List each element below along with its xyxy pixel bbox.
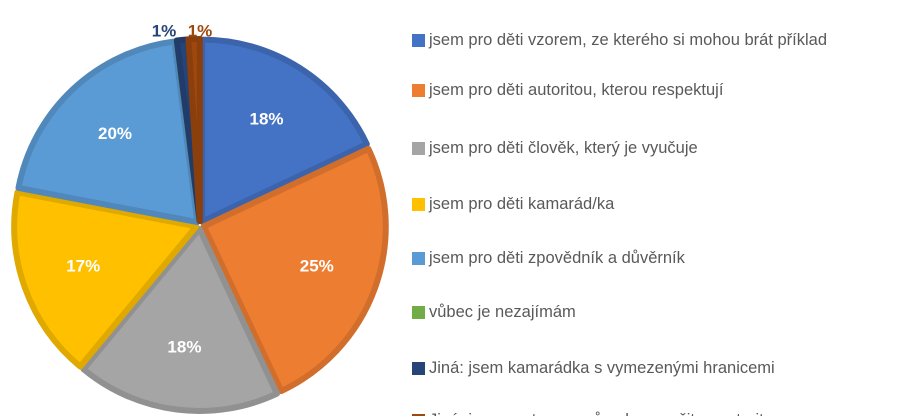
legend-label: jsem pro děti člověk, který je vyučuje bbox=[429, 139, 698, 157]
data-label: 18% bbox=[167, 338, 201, 357]
data-label: 25% bbox=[300, 257, 334, 276]
legend-swatch bbox=[412, 84, 425, 97]
legend-label: jsem pro děti autoritou, kterou respektu… bbox=[429, 81, 724, 99]
pie-slice bbox=[80, 225, 280, 414]
pie-slice bbox=[199, 36, 370, 225]
legend-swatch bbox=[412, 362, 425, 375]
data-label: 18% bbox=[249, 110, 283, 129]
legend-swatch bbox=[412, 252, 425, 265]
legend-swatch bbox=[412, 306, 425, 319]
legend-label: Jiná: jsem kamarádka s vymezenými hranic… bbox=[429, 359, 775, 377]
legend-swatch bbox=[412, 198, 425, 211]
legend-item: Jiná: jsem kamarádka s vymezenými hranic… bbox=[412, 356, 908, 380]
pie-slice bbox=[185, 36, 203, 225]
legend-label: jsem pro děti kamarád/ka bbox=[429, 195, 615, 213]
legend-item: jsem pro děti kamarád/ka bbox=[412, 192, 908, 216]
legend-item: vůbec je nezajímám bbox=[412, 300, 908, 324]
legend-swatch bbox=[412, 34, 425, 47]
legend-label: jsem pro děti vzorem, ze kterého si moho… bbox=[429, 31, 828, 49]
pie-slice bbox=[11, 189, 200, 370]
legend-swatch bbox=[412, 414, 425, 416]
legend-item: jsem pro děti vzorem, ze kterého si moho… bbox=[412, 28, 908, 52]
legend-label: jsem pro děti zpovědník a důvěrník bbox=[429, 249, 685, 267]
legend-item: jsem pro děti zpovědník a důvěrník bbox=[412, 246, 908, 270]
pie-slice bbox=[15, 38, 201, 226]
data-label: 1% bbox=[152, 21, 177, 40]
data-label: 17% bbox=[66, 257, 100, 276]
legend-label: Jiná: jsem partner a průvodce s určitou … bbox=[429, 408, 782, 416]
legend-swatch bbox=[412, 142, 425, 155]
legend-item: Jiná: jsem partner a průvodce s určitou … bbox=[412, 408, 908, 416]
pie-slice bbox=[200, 145, 389, 395]
legend-item: jsem pro děti autoritou, kterou respektu… bbox=[412, 78, 908, 102]
legend-item: jsem pro děti člověk, který je vyučuje bbox=[412, 136, 908, 160]
legend-label: vůbec je nezajímám bbox=[429, 303, 576, 321]
data-label: 1% bbox=[188, 21, 213, 40]
data-label: 20% bbox=[98, 124, 132, 143]
